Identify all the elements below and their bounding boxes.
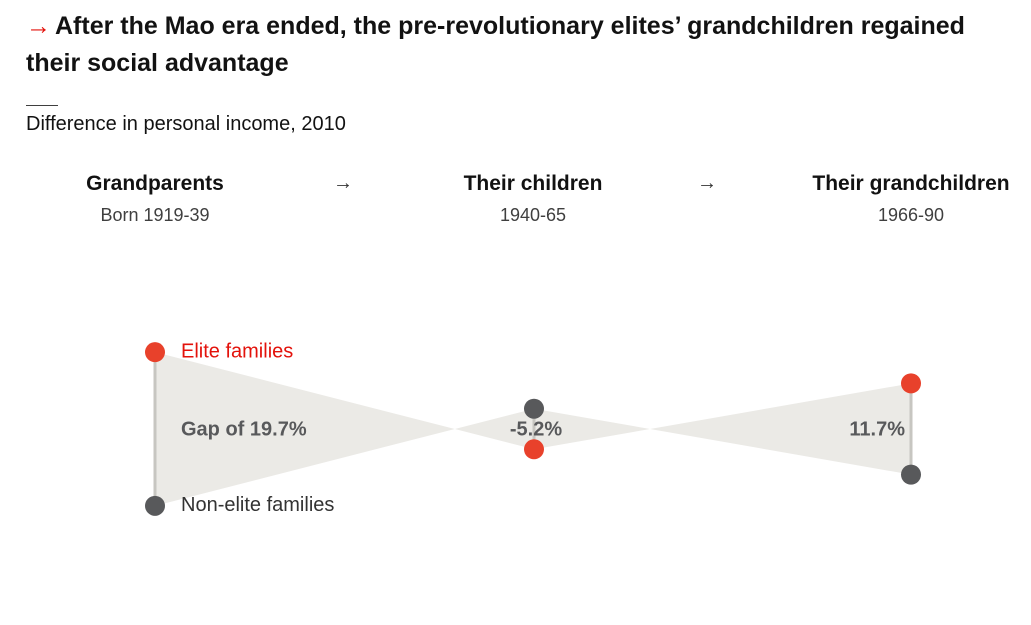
non-elite-dot-0 <box>145 495 165 516</box>
gap-band-1-right <box>650 383 911 475</box>
non-elite-dot-2 <box>901 464 921 485</box>
gap-band-0-right <box>454 408 534 450</box>
legend-elite-label: Elite families <box>181 340 293 362</box>
chart-subtitle: Difference in personal income, 2010 <box>26 113 346 135</box>
group-label-children: Their children <box>463 172 603 195</box>
gap-label-1: -5.2% <box>510 418 562 440</box>
non-elite-dot-1 <box>524 398 544 419</box>
title-arrow-icon: → <box>26 12 51 40</box>
group-label-grandparents: Grandparents <box>86 172 224 195</box>
chart-title: → After the Mao era ended, the pre-revolu… <box>26 8 1006 82</box>
elite-dot-2 <box>901 373 921 394</box>
header-arrow-icon: → <box>697 172 717 194</box>
gap-band-0-left <box>155 352 455 506</box>
header-arrow-icon: → <box>333 172 353 194</box>
subtitle-rule <box>26 105 58 106</box>
gap-label-0: Gap of 19.7% <box>181 418 307 440</box>
gap-band-1-left <box>534 408 650 450</box>
group-label-grandchildren: Their grandchildren <box>812 172 1010 195</box>
chart-title-text: After the Mao era ended, the pre-revolut… <box>26 12 965 77</box>
group-sublabel-children: 1940-65 <box>499 205 567 225</box>
group-sublabel-grandchildren: 1966-90 <box>877 205 945 225</box>
legend-non-elite-label: Non-elite families <box>181 494 334 516</box>
elite-dot-0 <box>145 342 165 363</box>
gap-label-2: 11.7% <box>849 418 905 440</box>
group-sublabel-grandparents: Born 1919-39 <box>100 205 210 225</box>
elite-dot-1 <box>524 439 544 460</box>
